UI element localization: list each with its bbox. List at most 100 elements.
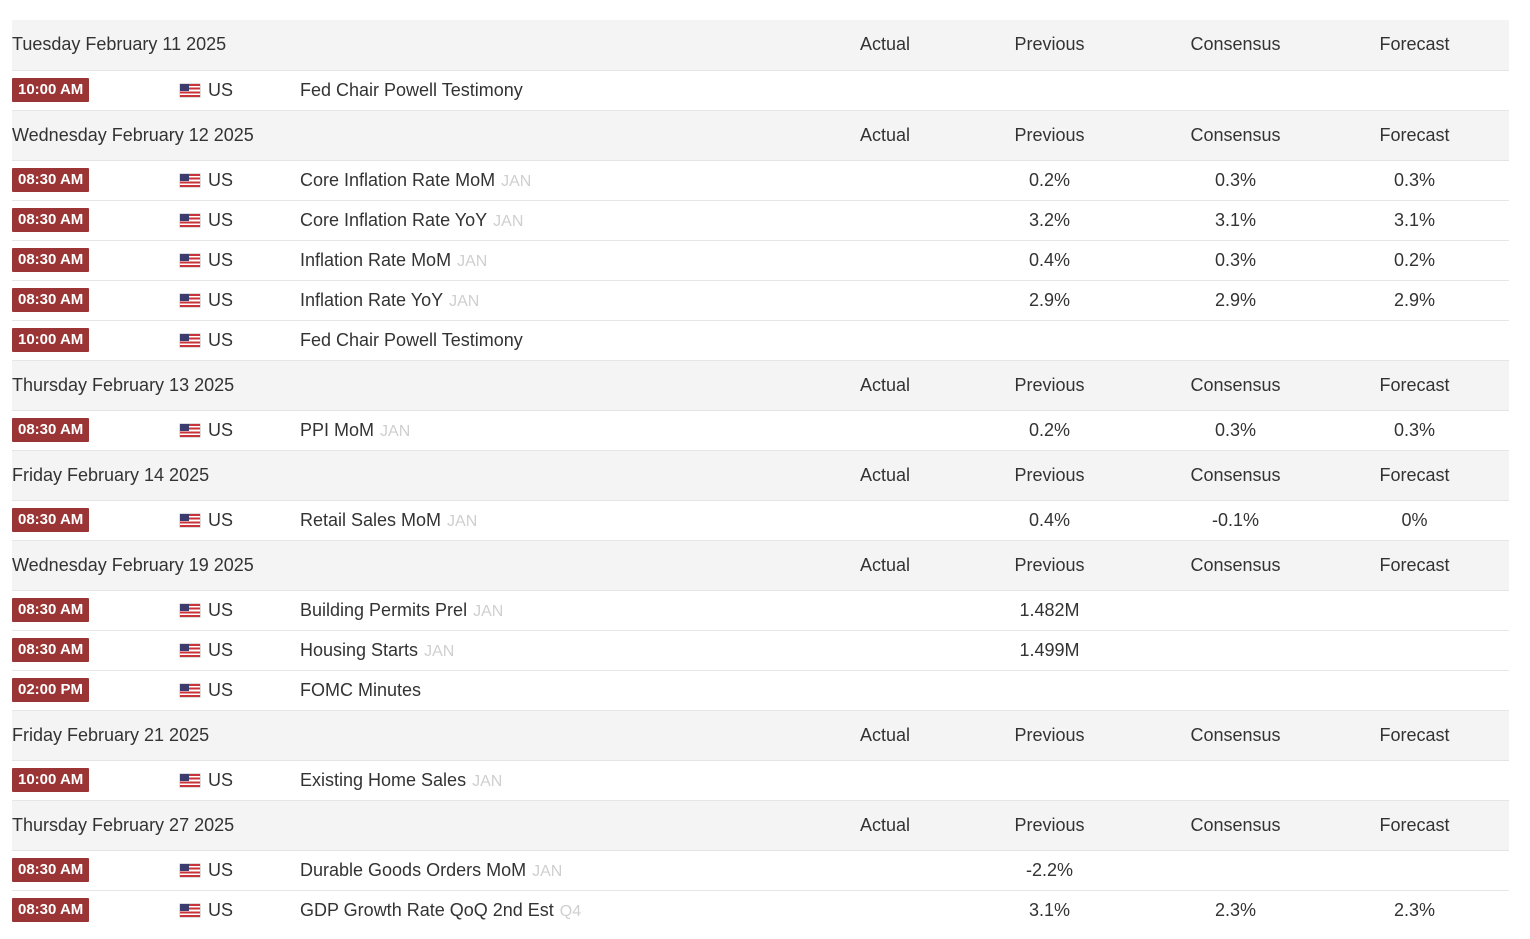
- event-row[interactable]: 08:30 AM US PPI MoM JAN 0.2% 0.3% 0.3%: [12, 410, 1510, 451]
- actual-header: Actual: [822, 360, 949, 411]
- previous-header: Previous: [948, 540, 1152, 591]
- event-link[interactable]: Retail Sales MoM: [300, 509, 442, 530]
- event-row[interactable]: 08:30 AM US Retail Sales MoM JAN 0.4% -0.1% 0%: [12, 500, 1510, 541]
- event-link[interactable]: PPI MoM: [300, 419, 375, 440]
- time-badge: 08:30 AM: [12, 168, 90, 192]
- time-badge: 08:30 AM: [12, 858, 90, 882]
- time-badge: 08:30 AM: [12, 248, 90, 272]
- previous-value: [948, 760, 1152, 801]
- forecast-header: Forecast: [1320, 800, 1510, 851]
- event-link[interactable]: Core Inflation Rate YoY: [300, 209, 488, 230]
- event-link[interactable]: FOMC Minutes: [300, 679, 422, 700]
- previous-value: 3.2%: [948, 200, 1152, 241]
- reference-period: JAN: [493, 212, 524, 230]
- us-flag-icon: [180, 333, 200, 347]
- actual-header: Actual: [822, 110, 949, 161]
- previous-value: [948, 70, 1152, 111]
- us-flag-icon: [180, 903, 200, 917]
- event-row[interactable]: 08:30 AM US Building Permits Prel JAN 1.482M: [12, 590, 1510, 631]
- event-link[interactable]: Core Inflation Rate MoM: [300, 169, 496, 190]
- day-header-row: Wednesday February 19 2025 Actual Previous…: [12, 540, 1510, 591]
- country-cell: US: [180, 280, 300, 321]
- country-cell: US: [180, 410, 300, 451]
- time-badge: 02:00 PM: [12, 678, 90, 702]
- event-link[interactable]: GDP Growth Rate QoQ 2nd Est: [300, 899, 554, 920]
- event-link[interactable]: Housing Starts: [300, 639, 419, 660]
- country-cell: US: [180, 850, 300, 891]
- event-link[interactable]: Fed Chair Powell Testimony: [300, 79, 523, 100]
- event-link[interactable]: Inflation Rate YoY: [300, 289, 444, 310]
- consensus-value: [1151, 320, 1321, 361]
- event-link[interactable]: Fed Chair Powell Testimony: [300, 329, 523, 350]
- forecast-value: [1320, 590, 1510, 631]
- previous-value: 3.1%: [1029, 899, 1071, 920]
- event-time-cell: 08:30 AM: [12, 280, 180, 321]
- day-date: Thursday February 13 2025: [12, 360, 823, 411]
- actual-value: [822, 670, 949, 711]
- event-row[interactable]: 10:00 AM US Fed Chair Powell Testimony: [12, 320, 1510, 361]
- forecast-header: Forecast: [1320, 710, 1510, 761]
- consensus-value: 2.9%: [1151, 280, 1321, 321]
- previous-value: 0.4%: [948, 500, 1152, 541]
- event-name-cell: Core Inflation Rate YoY JAN: [300, 200, 823, 241]
- country-code: US: [208, 859, 234, 880]
- actual-value: [822, 850, 949, 891]
- event-row[interactable]: 08:30 AM US Core Inflation Rate YoY JAN 3.2%…: [12, 200, 1510, 241]
- us-flag-icon: [180, 643, 200, 657]
- forecast-value: [1320, 320, 1510, 361]
- event-name-cell: Durable Goods Orders MoM JAN: [300, 850, 823, 891]
- event-row[interactable]: 08:30 AM US GDP Growth Rate QoQ 2nd Est Q4 3…: [12, 890, 1509, 930]
- event-row[interactable]: 08:30 AM US Durable Goods Orders MoM JAN -2.…: [12, 850, 1510, 891]
- day-header-row: Friday February 14 2025 Actual Previous Con…: [12, 450, 1510, 501]
- country-code: US: [208, 509, 234, 530]
- event-link[interactable]: Durable Goods Orders MoM: [300, 859, 527, 880]
- previous-value: 1.499M: [948, 630, 1152, 671]
- previous-value: 1.482M: [948, 590, 1152, 631]
- forecast-value: 0%: [1320, 500, 1510, 541]
- country-code: US: [208, 79, 234, 100]
- time-badge: 08:30 AM: [12, 418, 90, 442]
- event-row[interactable]: 08:30 AM US Inflation Rate YoY JAN 2.9% 2.9% 2…: [12, 280, 1510, 321]
- event-link[interactable]: Existing Home Sales: [300, 769, 467, 790]
- us-flag-icon: [180, 513, 200, 527]
- day-header-row: Friday February 21 2025 Actual Previous Con…: [12, 710, 1510, 761]
- us-flag-icon: [180, 863, 200, 877]
- forecast-value: 0.3%: [1320, 160, 1510, 201]
- event-link[interactable]: Building Permits Prel: [300, 599, 468, 620]
- previous-value: 0.4%: [948, 240, 1152, 281]
- consensus-header: Consensus: [1151, 110, 1321, 161]
- forecast-header: Forecast: [1320, 20, 1510, 71]
- country-code: US: [208, 639, 234, 660]
- event-time-cell: 10:00 AM: [12, 70, 180, 111]
- event-time-cell: 08:30 AM: [12, 500, 180, 541]
- time-badge: 10:00 AM: [12, 768, 90, 792]
- reference-period: JAN: [380, 422, 411, 440]
- actual-header: Actual: [822, 800, 949, 851]
- event-row[interactable]: 08:30 AM US Inflation Rate MoM JAN 0.4% 0.3% 0…: [12, 240, 1510, 281]
- event-time-cell: 02:00 PM: [12, 670, 180, 711]
- event-row[interactable]: 10:00 AM US Fed Chair Powell Testimony: [12, 70, 1510, 111]
- country-cell: US: [180, 500, 300, 541]
- country-cell: US: [180, 590, 300, 631]
- time-badge: 10:00 AM: [12, 328, 90, 352]
- consensus-header: Consensus: [1151, 360, 1321, 411]
- us-flag-icon: [180, 213, 200, 227]
- previous-value: 0.2%: [948, 160, 1152, 201]
- event-row[interactable]: 08:30 AM US Housing Starts JAN 1.499M: [12, 630, 1510, 671]
- consensus-header: Consensus: [1151, 540, 1321, 591]
- actual-value: [822, 240, 949, 281]
- reference-period: JAN: [473, 602, 504, 620]
- country-code: US: [208, 169, 234, 190]
- event-time-cell: 08:30 AM: [12, 890, 180, 930]
- actual-value: [822, 160, 949, 201]
- actual-value: [822, 280, 949, 321]
- forecast-value: [1320, 760, 1510, 801]
- actual-value: [822, 890, 948, 930]
- event-name-cell: GDP Growth Rate QoQ 2nd Est Q4: [300, 890, 822, 930]
- event-row[interactable]: 02:00 PM US FOMC Minutes: [12, 670, 1510, 711]
- event-link[interactable]: Inflation Rate MoM: [300, 249, 452, 270]
- country-cell: US: [180, 160, 300, 201]
- event-row[interactable]: 08:30 AM US Core Inflation Rate MoM JAN 0.2%…: [12, 160, 1510, 201]
- previous-value: 0.2%: [948, 410, 1152, 451]
- event-row[interactable]: 10:00 AM US Existing Home Sales JAN: [12, 760, 1510, 801]
